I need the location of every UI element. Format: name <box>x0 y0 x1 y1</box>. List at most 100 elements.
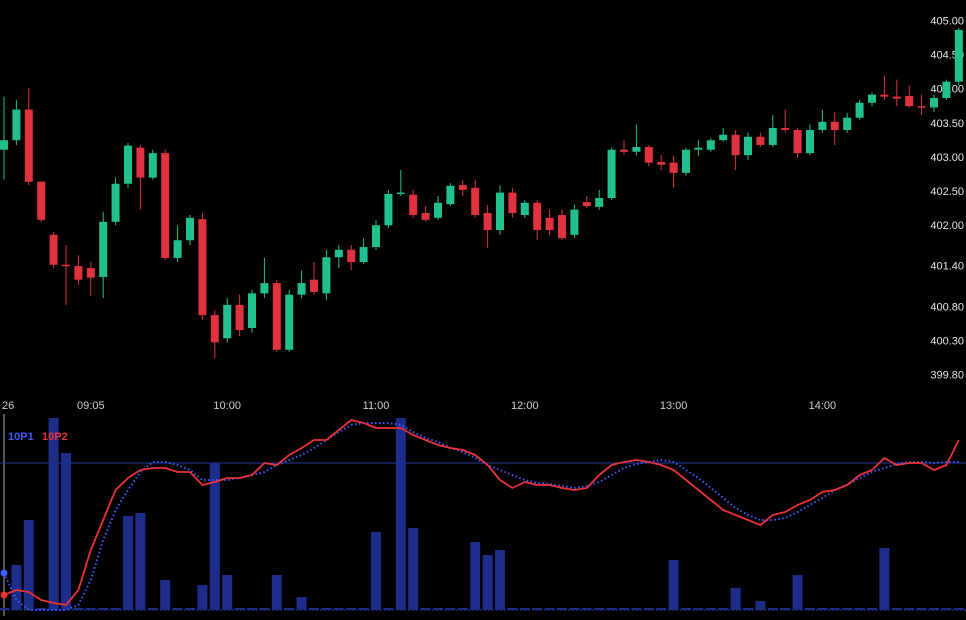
legend-label: 10P2 <box>42 431 68 443</box>
candle-body <box>260 283 269 294</box>
volume-bar <box>457 608 468 610</box>
candle-body <box>768 127 777 145</box>
candle-body <box>880 94 889 97</box>
volume-bar <box>110 608 121 610</box>
volume-bar <box>606 608 617 610</box>
volume-bar <box>420 608 431 610</box>
volume-bar <box>693 608 704 610</box>
volume-bar <box>98 608 109 610</box>
volume-bar <box>730 588 741 610</box>
candle-body <box>508 192 517 214</box>
volume-bar <box>11 565 22 610</box>
candle-body <box>99 221 108 277</box>
candle-body <box>49 234 58 265</box>
candle-body <box>310 279 318 292</box>
volume-bar <box>135 513 146 610</box>
volume-bar <box>85 608 96 610</box>
volume-bar <box>842 608 853 610</box>
y-tick-label: 400.30 <box>930 336 964 348</box>
volume-bar <box>482 555 493 610</box>
volume-bar <box>544 608 555 610</box>
volume-bar <box>358 608 369 610</box>
candle-body <box>855 102 864 118</box>
candle-body <box>396 192 405 195</box>
candle-body <box>607 149 616 199</box>
candle-body <box>12 109 21 141</box>
volume-bar <box>656 608 667 610</box>
volume-bar <box>817 608 828 610</box>
candle-body <box>409 194 418 216</box>
candle-body <box>235 304 244 331</box>
volume-bar <box>519 608 530 610</box>
indicator-dot <box>0 569 8 577</box>
volume-bar <box>333 608 344 610</box>
candle-body <box>24 109 33 182</box>
volume-bar <box>916 608 927 610</box>
y-tick-label: 402.50 <box>930 186 964 198</box>
volume-bar <box>160 580 171 610</box>
volume-bar <box>408 528 419 610</box>
volume-bar <box>371 532 381 610</box>
candle-body <box>582 202 591 207</box>
legend-label: 10P1 <box>8 431 34 443</box>
candle-body <box>793 129 802 154</box>
candle-body <box>620 149 628 152</box>
candle-body <box>186 217 194 241</box>
candle-body <box>148 153 157 178</box>
volume-bar <box>569 608 580 610</box>
y-tick-label: 402.00 <box>930 220 964 232</box>
candle-body <box>570 209 579 235</box>
x-tick-label: 09:05 <box>77 400 105 412</box>
volume-bar <box>879 548 890 610</box>
volume-bar <box>0 608 9 610</box>
volume-bar <box>767 608 778 610</box>
x-tick-label: 13:00 <box>660 400 688 412</box>
candle-body <box>124 145 132 184</box>
y-tick-label: 399.80 <box>930 370 964 382</box>
candle-body <box>86 268 95 278</box>
volume-bar <box>829 608 840 610</box>
volume-bar <box>197 585 208 610</box>
candle-body <box>818 121 827 130</box>
candle-body <box>533 202 542 231</box>
volume-bar <box>705 608 716 610</box>
candle-body <box>62 264 70 267</box>
candle-body <box>223 304 232 339</box>
candle-body <box>843 117 852 130</box>
candle-body <box>905 95 914 107</box>
candle-body <box>644 147 653 163</box>
candle-body <box>210 315 219 343</box>
y-tick-label: 401.40 <box>930 261 964 273</box>
candle-body <box>669 162 678 173</box>
volume-bar <box>941 608 952 610</box>
candle-body <box>285 294 294 350</box>
candle-body <box>334 249 343 258</box>
candle-body <box>694 147 703 150</box>
candle-body <box>781 127 790 130</box>
y-tick-label: 400.80 <box>930 302 964 314</box>
volume-bar <box>953 608 964 610</box>
x-tick-label: 10:00 <box>213 400 241 412</box>
volume-bar <box>309 608 319 610</box>
volume-bar <box>247 608 257 610</box>
volume-bar <box>891 608 902 610</box>
volume-bar <box>296 597 307 610</box>
candle-body <box>520 202 529 216</box>
x-tick-label: 26 <box>2 400 14 412</box>
volume-bar <box>507 608 518 610</box>
volume-bar <box>284 608 295 610</box>
candle-body <box>471 187 480 216</box>
candle-body <box>434 202 442 218</box>
volume-bar <box>23 520 34 610</box>
candle-body <box>496 192 504 231</box>
volume-bar <box>185 608 195 610</box>
candle-body <box>545 217 554 231</box>
candle-body <box>942 81 951 98</box>
volume-bar <box>780 608 791 610</box>
volume-bar <box>259 608 270 610</box>
volume-bar <box>643 608 654 610</box>
volume-bar <box>445 608 456 610</box>
candle-body <box>892 96 901 99</box>
volume-bar <box>271 575 282 610</box>
